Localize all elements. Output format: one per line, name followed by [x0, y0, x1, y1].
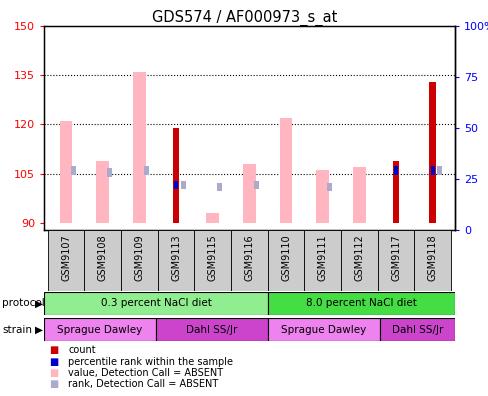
- Text: 8.0 percent NaCl diet: 8.0 percent NaCl diet: [305, 298, 416, 308]
- Text: count: count: [68, 345, 96, 356]
- Bar: [341, 230, 377, 291]
- Text: value, Detection Call = ABSENT: value, Detection Call = ABSENT: [68, 367, 223, 378]
- Bar: [377, 230, 414, 291]
- Bar: [180, 181, 185, 189]
- Bar: [156, 318, 267, 341]
- Text: GSM9118: GSM9118: [427, 234, 437, 281]
- Bar: [96, 161, 109, 223]
- Text: GSM9116: GSM9116: [244, 234, 254, 281]
- Bar: [206, 213, 219, 223]
- Text: GDS574 / AF000973_s_at: GDS574 / AF000973_s_at: [151, 10, 337, 26]
- Bar: [430, 166, 434, 175]
- Text: ■: ■: [49, 379, 58, 389]
- Text: 0.3 percent NaCl diet: 0.3 percent NaCl diet: [101, 298, 211, 308]
- Bar: [253, 181, 259, 189]
- Text: percentile rank within the sample: percentile rank within the sample: [68, 356, 233, 367]
- Bar: [194, 230, 230, 291]
- Bar: [133, 72, 145, 223]
- Bar: [121, 230, 157, 291]
- Text: GSM9113: GSM9113: [171, 234, 181, 281]
- Text: GSM9107: GSM9107: [61, 234, 71, 281]
- Bar: [143, 166, 149, 175]
- Bar: [174, 181, 178, 189]
- Bar: [84, 230, 121, 291]
- Text: protocol: protocol: [2, 298, 45, 308]
- Text: GSM9109: GSM9109: [134, 234, 144, 281]
- Text: rank, Detection Call = ABSENT: rank, Detection Call = ABSENT: [68, 379, 218, 389]
- Bar: [231, 230, 267, 291]
- Text: Dahl SS/Jr: Dahl SS/Jr: [391, 325, 442, 335]
- Text: GSM9108: GSM9108: [98, 234, 107, 281]
- Text: GSM9111: GSM9111: [317, 234, 327, 281]
- Bar: [414, 230, 450, 291]
- Bar: [44, 292, 267, 315]
- Bar: [267, 318, 379, 341]
- Bar: [44, 318, 156, 341]
- Bar: [47, 230, 84, 291]
- Bar: [243, 164, 255, 223]
- Bar: [379, 318, 454, 341]
- Bar: [326, 183, 332, 191]
- Text: ■: ■: [49, 345, 58, 356]
- Bar: [304, 230, 341, 291]
- Text: GSM9115: GSM9115: [207, 234, 217, 281]
- Text: strain: strain: [2, 325, 32, 335]
- Text: ■: ■: [49, 367, 58, 378]
- Text: Sprague Dawley: Sprague Dawley: [57, 325, 142, 335]
- Bar: [316, 170, 328, 223]
- Bar: [267, 230, 304, 291]
- Text: Sprague Dawley: Sprague Dawley: [281, 325, 366, 335]
- Bar: [352, 167, 365, 223]
- Text: ▶: ▶: [35, 298, 43, 308]
- Text: GSM9110: GSM9110: [281, 234, 290, 281]
- Text: GSM9112: GSM9112: [354, 234, 364, 281]
- Bar: [217, 183, 222, 191]
- Bar: [157, 230, 194, 291]
- Text: GSM9117: GSM9117: [390, 234, 400, 281]
- Bar: [436, 166, 442, 175]
- Bar: [70, 166, 76, 175]
- Bar: [392, 161, 399, 223]
- Bar: [60, 121, 72, 223]
- Bar: [107, 168, 112, 177]
- Text: ▶: ▶: [35, 325, 43, 335]
- Text: ■: ■: [49, 356, 58, 367]
- Bar: [428, 82, 435, 223]
- Bar: [267, 292, 454, 315]
- Bar: [393, 166, 397, 175]
- Bar: [279, 118, 292, 223]
- Bar: [172, 128, 179, 223]
- Text: Dahl SS/Jr: Dahl SS/Jr: [186, 325, 237, 335]
